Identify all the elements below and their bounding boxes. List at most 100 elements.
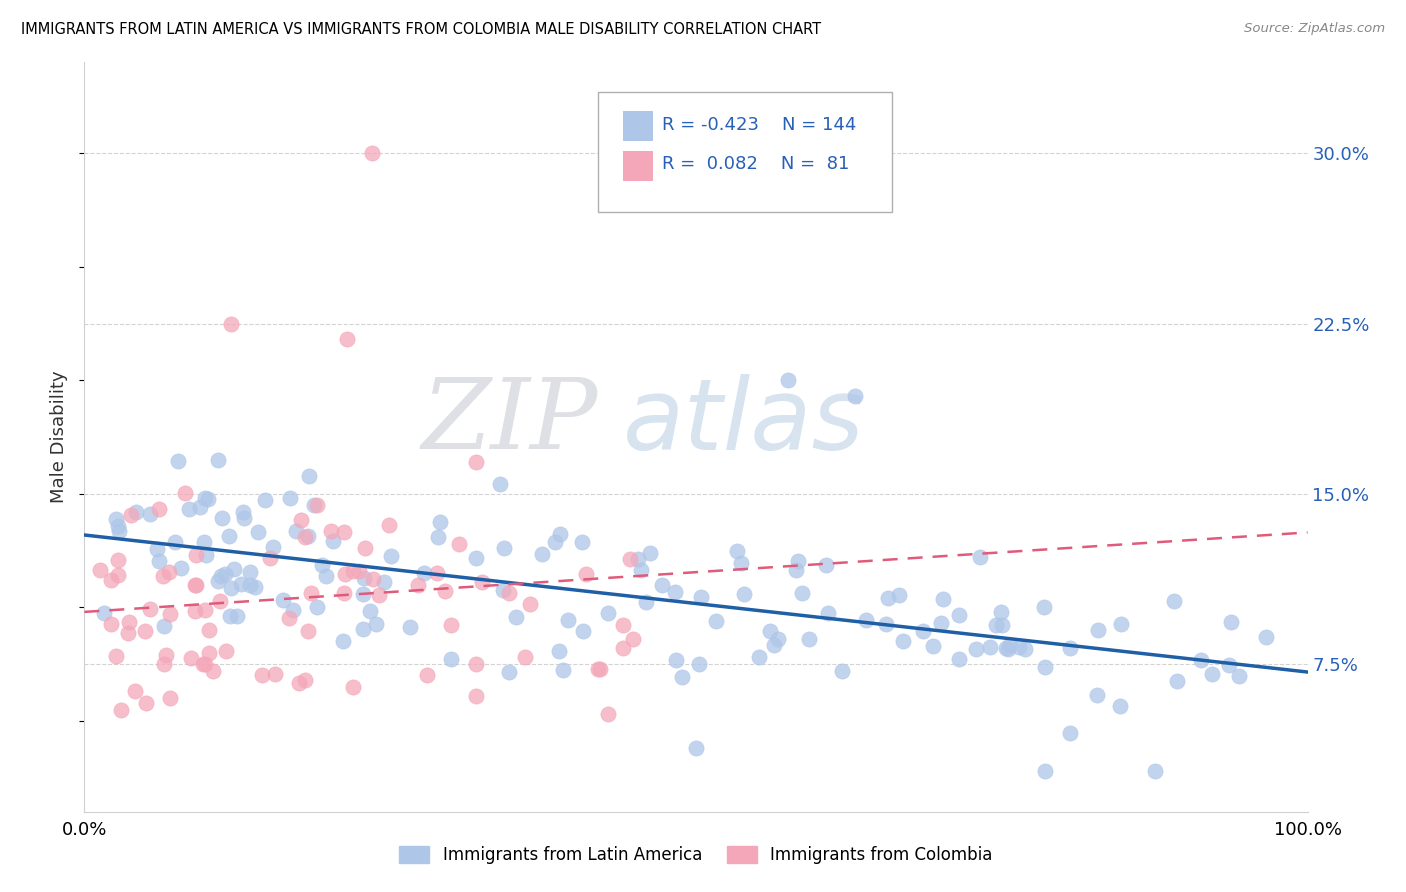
Point (353, 587, 375, 601)
Point (997, 642, 1019, 657)
Point (214, 567, 236, 582)
Point (932, 591, 955, 606)
Point (380, 549, 402, 563)
Point (145, 542, 167, 557)
Point (733, 587, 755, 601)
Point (342, 680, 364, 694)
Point (768, 632, 790, 646)
Point (464, 657, 486, 672)
Point (209, 569, 232, 583)
Point (986, 618, 1008, 632)
Point (855, 614, 877, 628)
Point (197, 492, 219, 507)
Point (225, 609, 247, 624)
Point (630, 563, 652, 577)
Point (1059, 640, 1081, 655)
Point (785, 563, 807, 577)
Point (1219, 615, 1241, 629)
Point (1143, 764, 1166, 778)
Point (215, 643, 238, 657)
Point (634, 594, 657, 608)
Point (194, 491, 217, 505)
Point (426, 566, 449, 580)
Point (364, 616, 387, 631)
Point (297, 624, 319, 639)
Point (505, 609, 527, 624)
Point (553, 663, 575, 677)
Point (107, 553, 129, 567)
Point (207, 452, 229, 467)
Point (621, 632, 644, 647)
Point (134, 624, 156, 638)
Point (105, 649, 128, 664)
Point (690, 590, 713, 604)
Point (193, 534, 215, 549)
Point (969, 549, 991, 564)
Point (359, 604, 381, 618)
Point (498, 586, 520, 600)
Point (333, 525, 356, 540)
Point (557, 613, 579, 627)
Point (155, 648, 177, 663)
Point (440, 652, 463, 666)
Point (201, 664, 224, 678)
Point (186, 548, 208, 562)
Point (1014, 642, 1036, 657)
Point (619, 552, 641, 566)
Point (297, 529, 319, 543)
Point (651, 578, 673, 592)
Point (373, 574, 395, 589)
Point (685, 741, 707, 756)
Point (447, 537, 470, 551)
Point (922, 639, 945, 653)
Point (219, 317, 242, 331)
Point (148, 502, 170, 516)
Point (1189, 653, 1212, 667)
Point (367, 588, 389, 602)
Point (253, 493, 276, 508)
Point (571, 534, 593, 549)
Point (730, 557, 752, 571)
Point (817, 606, 839, 620)
Point (1254, 630, 1277, 644)
Point (278, 491, 301, 505)
Point (1111, 617, 1133, 632)
Point (792, 586, 814, 600)
Point (990, 605, 1012, 619)
Point (170, 560, 193, 574)
Text: IMMIGRANTS FROM LATIN AMERICA VS IMMIGRANTS FROM COLOMBIA MALE DISABILITY CORREL: IMMIGRANTS FROM LATIN AMERICA VS IMMIGRA… (21, 22, 821, 37)
Point (948, 608, 970, 623)
Point (763, 638, 786, 652)
Point (1109, 699, 1132, 714)
Point (333, 567, 356, 582)
Point (589, 662, 612, 676)
Point (184, 578, 207, 592)
Point (979, 640, 1001, 655)
Point (665, 653, 688, 667)
Point (575, 567, 598, 582)
Point (471, 574, 494, 589)
Point (311, 558, 333, 573)
Point (1033, 660, 1056, 674)
Point (232, 505, 254, 519)
Point (1201, 667, 1223, 681)
Point (107, 519, 129, 533)
Point (125, 505, 148, 519)
Point (1087, 624, 1109, 638)
Point (263, 667, 285, 681)
Bar (623, 112, 654, 141)
Point (413, 566, 436, 580)
Point (513, 650, 536, 665)
Point (194, 657, 217, 671)
Point (211, 511, 233, 525)
Point (100, 573, 122, 587)
Point (120, 508, 142, 523)
Point (640, 546, 662, 560)
Point (831, 664, 853, 678)
Point (492, 541, 515, 556)
Point (333, 585, 356, 599)
Point (1000, 639, 1022, 653)
Point (159, 607, 181, 622)
Point (353, 541, 375, 555)
Bar (623, 151, 654, 181)
